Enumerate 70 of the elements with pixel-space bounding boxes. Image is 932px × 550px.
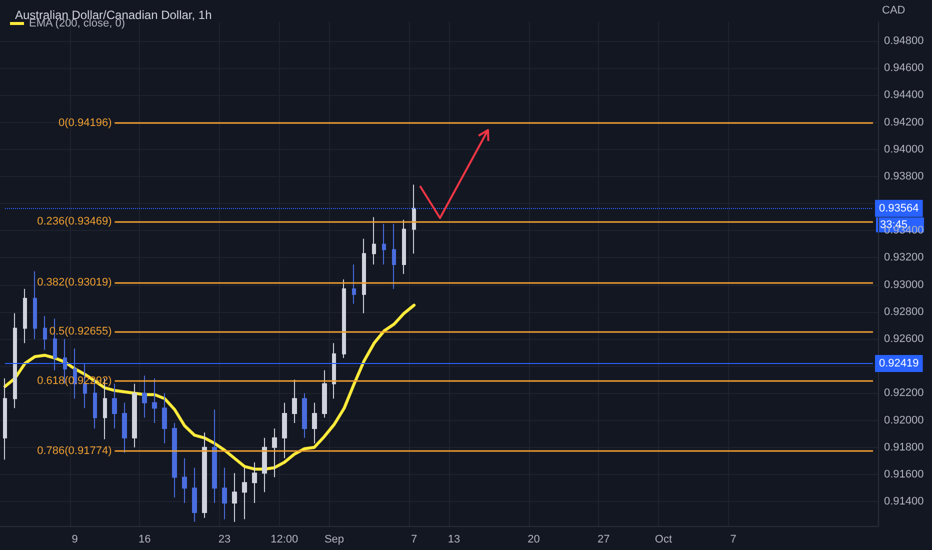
ref-line-label: 0.93564	[879, 202, 919, 214]
candlestick	[192, 467, 197, 522]
candlestick	[182, 458, 187, 504]
y-tick-label: 0.94000	[884, 143, 924, 156]
candlestick	[242, 467, 247, 520]
y-tick-label: 0.92000	[884, 414, 924, 426]
candlestick	[122, 402, 127, 454]
candlestick	[13, 312, 17, 409]
candlestick	[212, 408, 217, 504]
x-tick-label: 7	[410, 534, 418, 546]
ref-line-label: 0(0.94196)	[58, 116, 112, 129]
y-tick-label: 0.94200	[884, 116, 924, 128]
candlestick	[142, 375, 147, 418]
candlestick	[162, 392, 167, 444]
line-series	[3, 304, 416, 471]
x-tick-label: 9	[72, 534, 78, 546]
y-tick-label: 0.91800	[884, 441, 924, 454]
candlestick	[252, 462, 257, 504]
y-tick-label: 0.91400	[884, 496, 924, 508]
x-tick-label: Oct	[654, 534, 672, 546]
ref-line-label: 0.92419	[879, 358, 919, 370]
candlestick	[112, 383, 117, 429]
y-axis-title: CAD	[882, 4, 906, 16]
y-tick-label: 0.93800	[884, 170, 924, 182]
candlestick	[232, 472, 237, 522]
ref-line-label: 0.382(0.93019)	[37, 276, 112, 288]
x-tick-label: 13	[448, 534, 460, 546]
x-tick-label: 27	[598, 534, 610, 546]
candlestick	[322, 370, 327, 418]
y-tick-label: 0.91600	[884, 468, 924, 481]
candlestick	[132, 383, 137, 448]
candlestick	[23, 288, 27, 344]
candlestick	[43, 316, 47, 350]
candlestick	[372, 216, 376, 266]
candlestick	[412, 184, 416, 254]
candlestick	[292, 379, 297, 424]
candlestick	[222, 467, 227, 520]
candlestick	[392, 223, 396, 290]
y-tick-label: 0.93000	[884, 278, 924, 291]
y-tick-label: 0.94600	[884, 62, 924, 74]
candlestick	[3, 378, 7, 460]
candlestick	[33, 270, 37, 340]
x-tick-label: Sep	[324, 534, 344, 546]
x-tick-label: 7	[730, 534, 736, 546]
x-tick-label: 23	[218, 534, 231, 546]
y-tick-label: 0.93200	[884, 252, 924, 264]
x-tick-label: 12:00	[270, 534, 298, 546]
candlestick	[282, 402, 287, 459]
candlestick	[152, 378, 157, 424]
ref-line-label: 0.786(0.91774)	[37, 444, 112, 457]
candlestick	[262, 437, 267, 493]
candlestick	[382, 223, 386, 266]
candlestick	[202, 432, 207, 518]
candlestick	[342, 278, 346, 358]
candlestick	[172, 422, 177, 498]
y-tick-label: 0.92200	[884, 387, 924, 400]
candlestick	[352, 264, 356, 304]
candlestick	[332, 342, 336, 400]
candlestick	[272, 428, 277, 478]
ref-line-label: 0.236(0.93469)	[37, 215, 112, 228]
candlestick	[402, 219, 406, 274]
y-tick-label: 0.92800	[884, 306, 924, 318]
y-tick-label: 0.94400	[884, 89, 924, 102]
x-tick-label: 16	[138, 534, 151, 546]
candlestick	[302, 392, 307, 438]
candlestick	[312, 402, 317, 444]
x-tick-label: 20	[528, 534, 540, 546]
y-tick-label: 0.92600	[884, 333, 924, 346]
candlestick	[362, 238, 366, 314]
y-tick-label: 0.94800	[884, 34, 924, 47]
